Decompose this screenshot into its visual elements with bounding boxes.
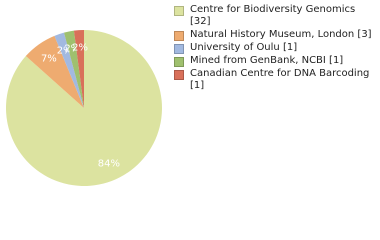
legend-item: Mined from GenBank, NCBI [1] [174, 55, 374, 67]
pie-slice [64, 30, 84, 108]
pie-slice [73, 30, 84, 108]
legend-item: Natural History Museum, London [3] [174, 29, 374, 41]
slice-label: 2% [64, 43, 80, 54]
chart: 84%7%2%2%2% [5, 30, 162, 187]
legend-swatch [174, 70, 184, 80]
slice-label: 2% [57, 45, 73, 56]
legend-label: Canadian Centre for DNA Barcoding [1] [190, 68, 370, 91]
legend-label: Natural History Museum, London [3] [190, 29, 372, 40]
slice-label: 84% [98, 159, 120, 170]
legend-label: Mined from GenBank, NCBI [1] [190, 55, 344, 66]
legend-item: Canadian Centre for DNA Barcoding [1] [174, 68, 374, 92]
legend: Centre for Biodiversity Genomics [32] Nat… [174, 4, 374, 93]
legend-label: University of Oulu [1] [190, 42, 298, 53]
legend-item: University of Oulu [1] [174, 42, 374, 54]
legend-swatch [174, 6, 184, 16]
slice-label: 7% [41, 53, 57, 64]
pie-slice [54, 32, 84, 108]
legend-swatch [174, 57, 184, 67]
legend-item: Centre for Biodiversity Genomics [32] [174, 4, 374, 28]
pie-slice [25, 35, 85, 109]
legend-swatch [174, 31, 184, 41]
slice-label: 2% [72, 42, 88, 53]
pie-slice [5, 30, 162, 187]
legend-label: Centre for Biodiversity Genomics [32] [190, 4, 356, 27]
legend-swatch [174, 44, 184, 54]
